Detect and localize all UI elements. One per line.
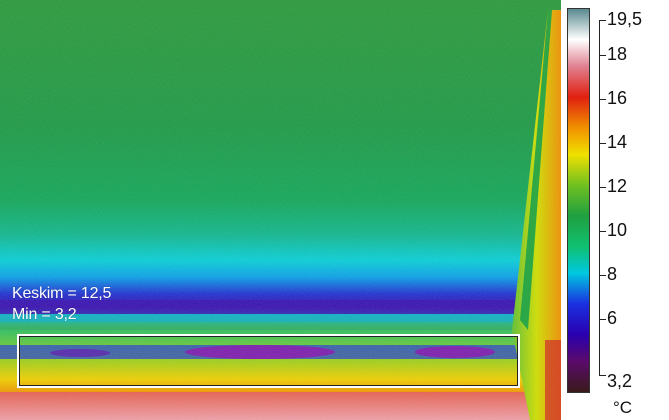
- scale-tick-label: 16: [607, 89, 627, 107]
- scale-tick: [599, 99, 606, 100]
- scale-tick: [599, 143, 606, 144]
- scale-tick: [599, 275, 606, 276]
- scale-min-label: 3,2: [607, 372, 632, 390]
- scale-tick-max: [599, 20, 606, 21]
- scale-axis-line: [599, 20, 600, 375]
- scale-tick: [599, 231, 606, 232]
- measurement-region-box[interactable]: [17, 334, 520, 388]
- scale-max-label: 19,5: [607, 10, 642, 28]
- color-scale-gradient: [568, 9, 589, 392]
- scale-tick: [599, 187, 606, 188]
- scale-tick-label: 6: [607, 309, 617, 327]
- min-temperature-label: Min = 3,2: [12, 306, 76, 324]
- scale-tick: [599, 55, 606, 56]
- scale-tick-min: [599, 375, 606, 376]
- scale-tick-label: 10: [607, 221, 627, 239]
- scale-tick-label: 12: [607, 177, 627, 195]
- scale-tick-label: 14: [607, 133, 627, 151]
- scale-tick-label: 8: [607, 265, 617, 283]
- average-temperature-label: Keskim = 12,5: [12, 285, 111, 303]
- temperature-unit-label: °C: [613, 398, 632, 418]
- scale-tick: [599, 319, 606, 320]
- scale-tick-label: 18: [607, 45, 627, 63]
- color-scale-bar: [567, 8, 590, 393]
